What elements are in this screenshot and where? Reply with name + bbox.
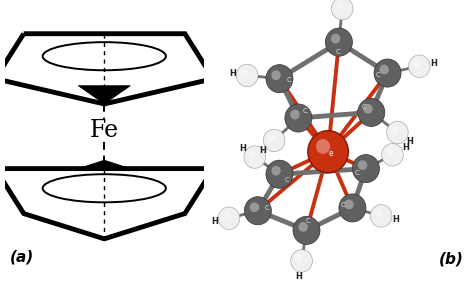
Circle shape xyxy=(358,160,367,170)
Text: C: C xyxy=(264,205,269,211)
Circle shape xyxy=(331,34,340,44)
Circle shape xyxy=(358,98,385,126)
Circle shape xyxy=(222,212,230,219)
Circle shape xyxy=(387,121,408,144)
Circle shape xyxy=(295,254,303,262)
Circle shape xyxy=(391,126,399,133)
Circle shape xyxy=(266,65,293,93)
Polygon shape xyxy=(78,86,130,104)
Circle shape xyxy=(331,0,353,20)
Text: H: H xyxy=(402,143,409,152)
Circle shape xyxy=(386,148,393,156)
Text: C: C xyxy=(306,218,310,224)
Circle shape xyxy=(336,2,343,10)
Circle shape xyxy=(352,155,379,183)
Text: H: H xyxy=(229,69,236,78)
Text: C: C xyxy=(361,103,366,110)
Text: Fe: Fe xyxy=(90,119,119,142)
Circle shape xyxy=(271,70,281,80)
Circle shape xyxy=(250,202,259,212)
Text: C: C xyxy=(376,72,381,78)
Text: e: e xyxy=(328,149,333,158)
Circle shape xyxy=(248,150,256,158)
Circle shape xyxy=(299,222,308,232)
Text: H: H xyxy=(239,144,246,153)
Text: C: C xyxy=(341,202,346,209)
Circle shape xyxy=(409,55,430,78)
Circle shape xyxy=(266,160,293,188)
Text: H: H xyxy=(392,216,399,225)
Text: C: C xyxy=(336,49,340,55)
Circle shape xyxy=(291,250,312,272)
Text: H: H xyxy=(406,137,413,146)
Circle shape xyxy=(363,104,373,114)
Circle shape xyxy=(293,216,320,244)
Circle shape xyxy=(268,134,275,142)
Text: (a): (a) xyxy=(9,249,34,264)
Text: H: H xyxy=(296,272,302,281)
Text: H: H xyxy=(430,59,438,68)
Circle shape xyxy=(374,59,401,87)
Circle shape xyxy=(308,131,348,173)
Circle shape xyxy=(325,28,352,56)
Circle shape xyxy=(271,166,281,176)
Circle shape xyxy=(379,65,389,74)
Text: (b): (b) xyxy=(439,252,464,267)
Circle shape xyxy=(374,209,382,217)
Circle shape xyxy=(241,69,248,76)
Circle shape xyxy=(344,200,354,209)
Circle shape xyxy=(285,104,312,132)
Polygon shape xyxy=(78,160,130,169)
Circle shape xyxy=(245,197,271,225)
Circle shape xyxy=(218,207,240,230)
Text: C: C xyxy=(303,108,308,114)
Text: C: C xyxy=(286,77,291,83)
Text: C: C xyxy=(355,170,360,176)
Text: H: H xyxy=(211,217,218,226)
Circle shape xyxy=(370,205,392,227)
Circle shape xyxy=(339,194,366,222)
Text: C: C xyxy=(285,177,290,183)
Circle shape xyxy=(382,144,403,166)
Text: H: H xyxy=(260,146,266,155)
Circle shape xyxy=(264,129,285,152)
Circle shape xyxy=(290,110,300,119)
Circle shape xyxy=(244,146,265,168)
Circle shape xyxy=(237,64,258,87)
Circle shape xyxy=(316,139,330,154)
Circle shape xyxy=(413,60,420,67)
